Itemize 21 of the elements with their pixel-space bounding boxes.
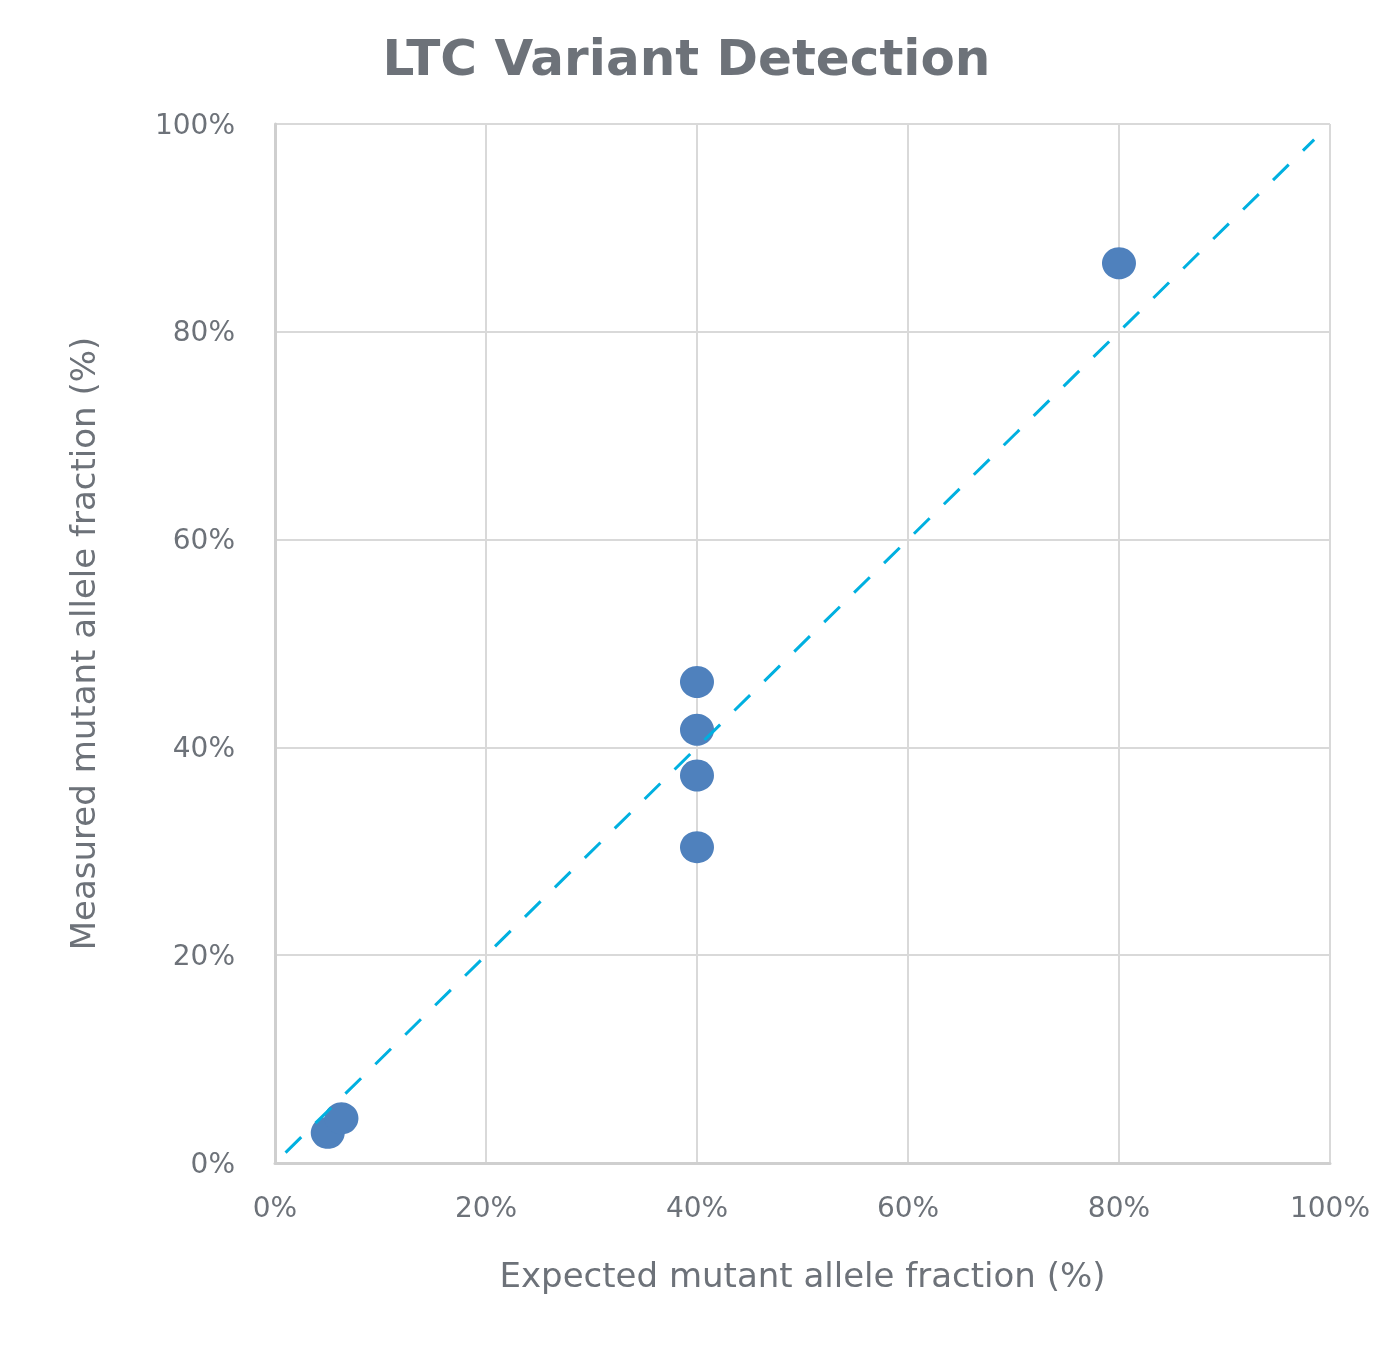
x-tick-label: 60% <box>876 1190 940 1224</box>
y-tick-label: 80% <box>172 315 235 349</box>
y-tick-label: 40% <box>172 730 235 764</box>
point <box>1102 247 1136 280</box>
x-tick-label: 80% <box>1087 1190 1151 1224</box>
x-axis-title: Expected mutant allele fraction (%) <box>499 1255 1106 1295</box>
y-axis-title: Measured mutant allele fraction (%) <box>63 336 103 951</box>
y-tick-label: 60% <box>172 523 235 557</box>
y-tick-label: 0% <box>190 1146 235 1180</box>
x-tick-label: 20% <box>454 1190 518 1224</box>
point <box>680 713 714 746</box>
point <box>324 1102 359 1135</box>
x-tick-label: 40% <box>665 1190 729 1224</box>
y-tick-label: 100% <box>154 107 235 141</box>
chart-title: LTC Variant Detection <box>382 29 991 87</box>
point <box>680 831 714 864</box>
x-tick-label: 0% <box>252 1190 298 1224</box>
point <box>680 759 714 792</box>
x-tick-label: 100% <box>1289 1190 1371 1224</box>
y-tick-label: 20% <box>172 938 235 972</box>
point <box>680 665 714 698</box>
